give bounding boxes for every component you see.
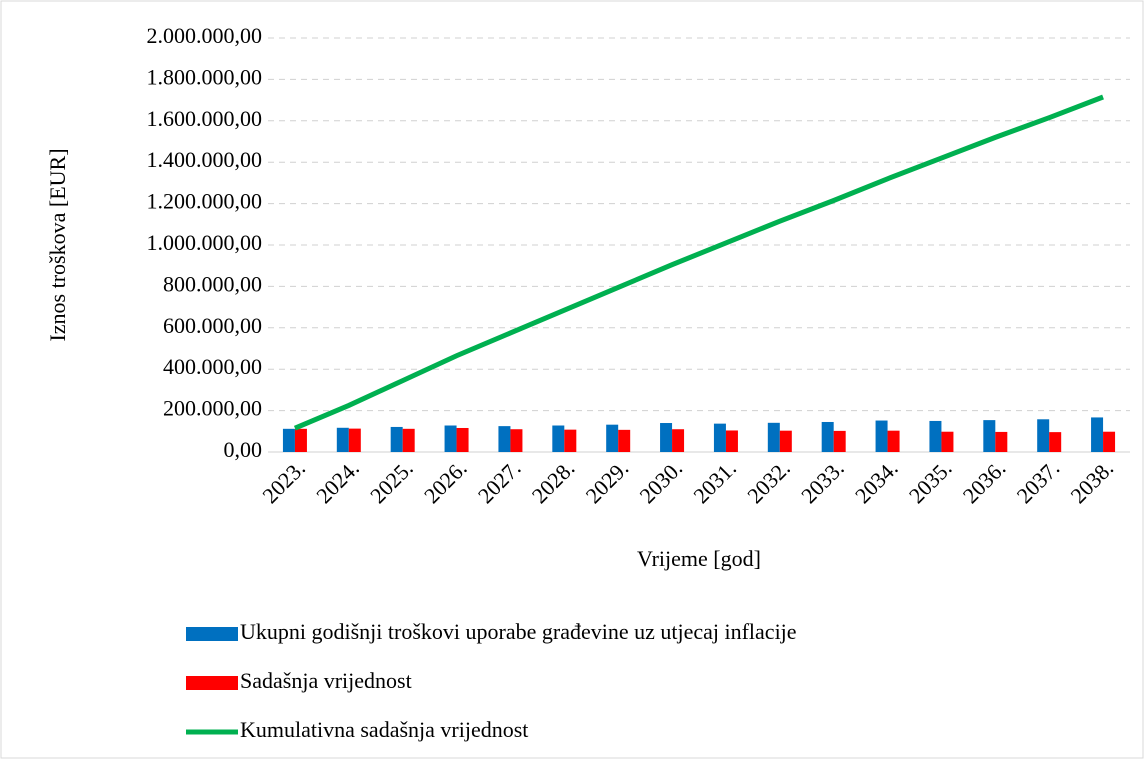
bar bbox=[725, 430, 738, 452]
bar bbox=[498, 426, 511, 452]
bar bbox=[875, 420, 888, 452]
legend-label: Sadašnja vrijednost bbox=[240, 668, 412, 693]
bar bbox=[444, 425, 457, 452]
bar bbox=[941, 431, 954, 452]
bar bbox=[618, 429, 631, 452]
bar bbox=[833, 430, 846, 452]
y-tick-label: 400.000,00 bbox=[163, 354, 262, 379]
y-tick-label: 600.000,00 bbox=[163, 313, 262, 338]
bar bbox=[929, 420, 942, 452]
y-tick-label: 0,00 bbox=[224, 437, 263, 462]
line bbox=[293, 94, 1104, 431]
bar bbox=[294, 428, 307, 452]
bar bbox=[1103, 431, 1116, 452]
bar bbox=[713, 423, 726, 452]
bar bbox=[348, 428, 361, 452]
y-tick-label: 1.800.000,00 bbox=[147, 64, 263, 89]
bar bbox=[660, 423, 673, 452]
bar bbox=[1049, 432, 1062, 452]
y-tick-label: 800.000,00 bbox=[163, 271, 262, 296]
y-tick-label: 2.000.000,00 bbox=[147, 23, 263, 48]
y-tick-label: 1.000.000,00 bbox=[147, 230, 263, 255]
bar bbox=[1037, 419, 1050, 452]
bar bbox=[552, 425, 565, 452]
legend-swatch bbox=[186, 627, 238, 641]
bar bbox=[456, 427, 469, 452]
bar bbox=[564, 429, 577, 452]
bar bbox=[887, 430, 900, 452]
y-tick-label: 1.400.000,00 bbox=[147, 147, 263, 172]
y-tick-label: 200.000,00 bbox=[163, 396, 262, 421]
bar bbox=[336, 427, 349, 452]
bar bbox=[606, 424, 619, 452]
bar bbox=[779, 430, 792, 452]
bar bbox=[1091, 417, 1104, 452]
y-tick-label: 1.200.000,00 bbox=[147, 189, 263, 214]
y-axis-title: Iznos troškova [EUR] bbox=[45, 148, 70, 341]
bar bbox=[983, 420, 996, 452]
legend-label: Ukupni godišnji troškovi uporabe građevi… bbox=[240, 619, 797, 644]
bar bbox=[821, 421, 834, 452]
bar bbox=[995, 431, 1008, 452]
legend-swatch bbox=[186, 676, 238, 690]
bar bbox=[672, 429, 685, 452]
bar bbox=[390, 426, 403, 452]
y-tick-label: 1.600.000,00 bbox=[147, 106, 263, 131]
bar bbox=[510, 429, 523, 452]
bar bbox=[282, 428, 295, 452]
x-axis-title: Vrijeme [god] bbox=[637, 546, 761, 571]
bar bbox=[402, 428, 415, 452]
legend-label: Kumulativna sadašnja vrijednost bbox=[240, 717, 528, 742]
bar bbox=[767, 422, 780, 452]
